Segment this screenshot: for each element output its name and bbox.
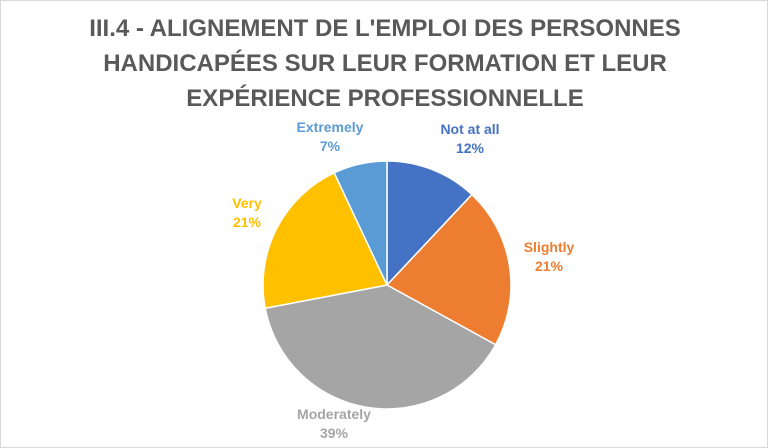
chart-title-line-3: EXPÉRIENCE PROFESSIONNELLE <box>186 85 584 112</box>
pie-slice-moderately <box>264 284 497 410</box>
data-label-slightly-name: Slightly <box>524 239 575 255</box>
chart-title-line-2: HANDICAPÉES SUR LEUR FORMATION ET LEUR <box>103 50 667 77</box>
data-label-extremely-name: Extremely <box>297 119 364 135</box>
pie-slice-slightly <box>385 193 512 346</box>
data-label-slightly-percent: 21% <box>535 258 564 274</box>
data-label-moderately-percent: 39% <box>320 425 349 441</box>
chart-title-line-1: III.4 - ALIGNEMENT DE L'EMPLOI DES PERSO… <box>89 15 681 42</box>
data-label-extremely-percent: 7% <box>320 138 341 154</box>
pie-slice-very <box>262 171 389 310</box>
chart-title: III.4 - ALIGNEMENT DE L'EMPLOI DES PERSO… <box>41 11 729 116</box>
data-label-very-name: Very <box>232 195 262 211</box>
data-label-not-at-all-name: Not at all <box>440 121 499 137</box>
pie-slice-not-at-all <box>386 160 473 287</box>
pie-slice-extremely <box>333 160 388 286</box>
data-label-very-percent: 21% <box>233 214 262 230</box>
data-label-moderately-name: Moderately <box>297 406 371 422</box>
data-label-not-at-all-percent: 12% <box>456 140 485 156</box>
